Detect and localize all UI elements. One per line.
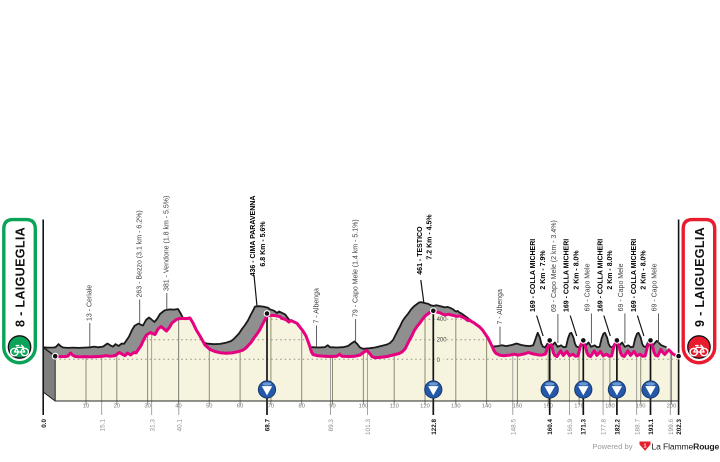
svg-text:169 - COLLA MICHERI: 169 - COLLA MICHERI [564,239,571,312]
svg-text:68.7: 68.7 [265,419,272,432]
svg-text:180: 180 [605,404,615,410]
svg-text:31.3: 31.3 [149,419,156,432]
svg-text:10: 10 [83,404,89,410]
svg-text:80: 80 [298,404,304,410]
svg-text:436 - CIMA PARAVENNA: 436 - CIMA PARAVENNA [250,196,257,277]
svg-text:170: 170 [574,404,584,410]
svg-text:69 - Capo Mele: 69 - Capo Mele [652,263,659,311]
svg-text:50: 50 [206,404,212,410]
svg-text:188.7: 188.7 [634,419,641,435]
svg-text:381 - Vendone (1.8 km - 5.5%): 381 - Vendone (1.8 km - 5.5%) [164,196,171,291]
svg-text:171.3: 171.3 [581,419,588,435]
svg-text:89.3: 89.3 [328,419,335,432]
svg-text:8 - LAIGUEGLIA: 8 - LAIGUEGLIA [14,227,28,327]
svg-text:7 - Albenga: 7 - Albenga [497,289,504,325]
svg-text:100: 100 [359,404,369,410]
svg-text:122.8: 122.8 [431,419,438,435]
svg-text:148.5: 148.5 [510,419,517,435]
svg-text:6.8 Km - 5.6%: 6.8 Km - 5.6% [260,221,267,267]
svg-text:166.9: 166.9 [567,419,574,435]
svg-text:2 Km - 8.0%: 2 Km - 8.0% [607,250,614,290]
svg-text:69 - Capo Mele: 69 - Capo Mele [585,263,592,311]
svg-text:169 - COLLA MICHERI: 169 - COLLA MICHERI [530,239,537,312]
svg-text:263 - Bezzo (3.1 km - 6.2%): 263 - Bezzo (3.1 km - 6.2%) [137,210,144,297]
svg-text:7 - Albenga: 7 - Albenga [313,288,320,324]
svg-text:130: 130 [451,404,461,410]
svg-text:0: 0 [437,358,441,364]
svg-text:70: 70 [268,404,274,410]
svg-text:40.1: 40.1 [176,419,183,432]
svg-text:69 - Capo Mele: 69 - Capo Mele [618,263,625,311]
svg-text:110: 110 [390,404,399,410]
svg-text:169 - COLLA MICHERI: 169 - COLLA MICHERI [631,239,638,312]
svg-text:140: 140 [482,404,492,410]
svg-text:182.2: 182.2 [614,419,621,435]
svg-text:7.2 Km - 4.5%: 7.2 Km - 4.5% [427,214,434,260]
svg-text:9 - LAIGUEGLIA: 9 - LAIGUEGLIA [693,227,707,327]
svg-text:13 - Ceriale: 13 - Ceriale [87,285,94,321]
svg-text:101.3: 101.3 [365,419,372,435]
svg-text:30: 30 [144,404,150,410]
svg-text:193.1: 193.1 [648,419,655,435]
svg-text:15.1: 15.1 [99,419,106,432]
svg-text:177.8: 177.8 [601,419,608,435]
svg-text:160: 160 [543,404,553,410]
svg-text:150: 150 [513,404,523,410]
svg-text:169 - COLLA MICHERI: 169 - COLLA MICHERI [597,239,604,312]
svg-text:190: 190 [636,404,646,410]
svg-text:79 - Capo Mele (1.4 km - 5.1%): 79 - Capo Mele (1.4 km - 5.1%) [352,219,359,317]
svg-text:400: 400 [437,317,448,323]
svg-text:0.0: 0.0 [41,419,48,428]
svg-text:200: 200 [667,404,677,410]
svg-text:69 - Capo Mele (2 km - 3.4%): 69 - Capo Mele (2 km - 3.4%) [551,220,558,312]
svg-text:461 - TESTICO: 461 - TESTICO [417,226,424,275]
svg-text:120: 120 [420,404,430,410]
svg-text:Powered by: Powered by [592,442,632,451]
svg-text:2 Km - 7.9%: 2 Km - 7.9% [540,250,547,290]
svg-text:160.4: 160.4 [547,419,554,435]
svg-text:20: 20 [114,404,120,410]
svg-text:200: 200 [437,338,448,344]
svg-text:202.3: 202.3 [676,419,683,435]
svg-text:199.6: 199.6 [668,419,675,435]
svg-text:90: 90 [329,404,335,410]
svg-text:La FlammeRouge: La FlammeRouge [652,441,720,451]
svg-text:2 Km - 8.0%: 2 Km - 8.0% [641,250,648,290]
svg-text:2 Km - 8.0%: 2 Km - 8.0% [574,250,581,290]
svg-text:60: 60 [237,404,243,410]
svg-text:1: 1 [644,443,647,449]
